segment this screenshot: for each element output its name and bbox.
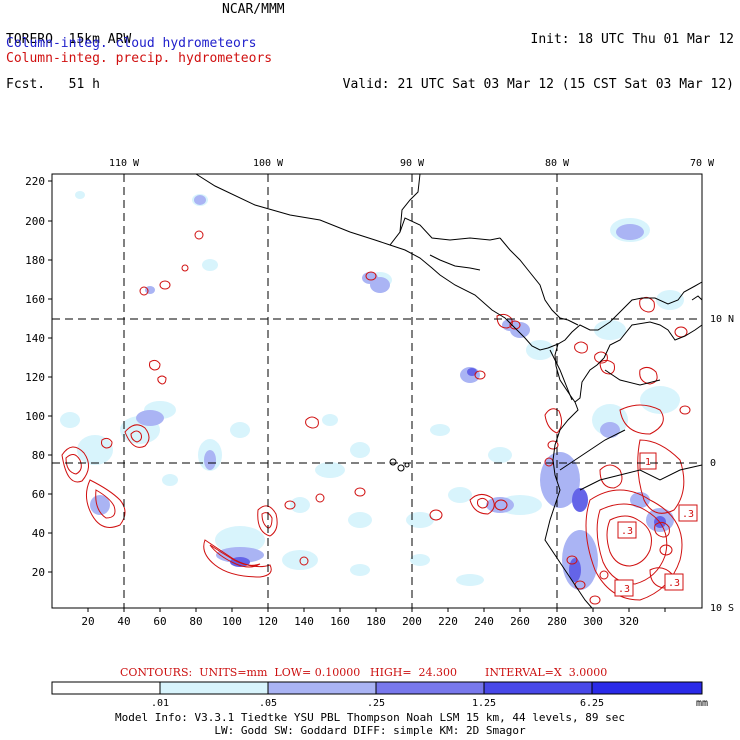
x-tick-label: 300 <box>583 615 603 628</box>
lon-label: 80 W <box>545 158 570 169</box>
colorbar-segment <box>267 681 377 695</box>
init-time: Init: 18 UTC Thu 01 Mar 12 <box>530 32 735 47</box>
lat-label: 10 S <box>710 603 734 614</box>
y-tick-label: 40 <box>32 527 45 540</box>
contour-box-label: .3 <box>614 579 634 597</box>
colorbar-level: .25 <box>367 698 385 709</box>
lat-labels: 10 N 0 10 S <box>710 314 734 614</box>
colorbar-level: 6.25 <box>580 698 604 709</box>
header-model-block: TORERO 15km ARW Fcst. 51 h <box>6 2 131 107</box>
colorbar: .01 .05 .25 1.25 6.25 mm <box>51 681 708 709</box>
x-tick-label: 220 <box>438 615 458 628</box>
contour-high: HIGH= 24.300 <box>370 666 458 679</box>
x-tick-label: 280 <box>547 615 567 628</box>
svg-text:.3: .3 <box>682 509 694 520</box>
contour-box-label: 1 <box>639 452 657 470</box>
valid-time: Valid: 21 UTC Sat 03 Mar 12 (15 CST Sat … <box>342 77 734 92</box>
colorbar-segment <box>591 681 703 695</box>
precip-contours <box>61 230 691 605</box>
colorbar-segment <box>51 681 161 695</box>
contour-units: CONTOURS: UNITS=mm LOW= 0.10000 <box>120 666 361 679</box>
y-tick-label: 180 <box>25 254 45 267</box>
axis-ticks <box>48 180 666 612</box>
y-tick-label: 140 <box>25 332 45 345</box>
lat-label: 10 N <box>710 314 734 325</box>
y-tick-label: 220 <box>25 175 45 188</box>
cloud-shading <box>60 191 684 590</box>
model-info-line1: Model Info: V3.3.1 Tiedtke YSU PBL Thomp… <box>115 711 625 724</box>
y-tick-label: 200 <box>25 215 45 228</box>
colorbar-level: .01 <box>151 698 169 709</box>
lon-label: 70 W <box>690 158 715 169</box>
cloud-field-label: Column-integ. cloud hydrometeors <box>6 36 257 51</box>
colorbar-level: .05 <box>259 698 277 709</box>
x-tick-label: 260 <box>510 615 530 628</box>
svg-text:1: 1 <box>645 457 651 468</box>
model-title: TORERO 15km ARW <box>6 32 132 47</box>
contour-box-label: .3 <box>617 521 637 539</box>
map-frame <box>51 173 703 609</box>
contour-interval: INTERVAL=X 3.0000 <box>485 666 608 679</box>
lon-labels: 110 W 100 W 90 W 80 W 70 W <box>109 158 715 169</box>
x-tick-label: 140 <box>294 615 314 628</box>
y-axis-labels: 220 200 180 160 140 120 100 80 60 40 20 <box>25 175 45 579</box>
lat-lon-grid <box>52 174 702 608</box>
precip-field-label: Column-integ. precip. hydrometeors <box>6 51 273 66</box>
x-tick-label: 80 <box>189 615 202 628</box>
x-tick-label: 240 <box>474 615 494 628</box>
x-axis-labels: 20 40 60 80 100 120 140 160 180 200 220 … <box>81 615 639 628</box>
x-tick-label: 200 <box>402 615 422 628</box>
lon-label: 90 W <box>400 158 425 169</box>
colorbar-segment <box>375 681 485 695</box>
colorbar-segment <box>483 681 593 695</box>
x-tick-label: 120 <box>258 615 278 628</box>
coastlines <box>195 173 703 609</box>
colorbar-level: 1.25 <box>472 698 496 709</box>
contour-value-boxes: .3 .3 1 .3 .3 <box>614 452 698 597</box>
x-tick-label: 160 <box>330 615 350 628</box>
header-time-block: Init: 18 UTC Thu 01 Mar 12 Valid: 21 UTC… <box>343 2 734 107</box>
contour-box-label: .3 <box>678 504 698 522</box>
model-info-line2: LW: Godd SW: Goddard DIFF: simple KM: 2D… <box>214 724 526 737</box>
y-tick-label: 80 <box>32 449 45 462</box>
y-tick-label: 20 <box>32 566 45 579</box>
x-tick-label: 60 <box>153 615 166 628</box>
lon-label: 110 W <box>109 158 140 169</box>
lat-label: 0 <box>710 458 716 469</box>
forecast-hour: Fcst. 51 h <box>6 77 100 92</box>
colorbar-segment <box>159 681 269 695</box>
y-tick-label: 160 <box>25 293 45 306</box>
center-title: NCAR/MMM <box>222 2 285 17</box>
svg-text:.3: .3 <box>668 578 680 589</box>
colorbar-unit: mm <box>696 698 708 709</box>
x-tick-label: 40 <box>117 615 130 628</box>
y-tick-label: 100 <box>25 410 45 423</box>
x-tick-label: 180 <box>366 615 386 628</box>
y-tick-label: 60 <box>32 488 45 501</box>
svg-text:.3: .3 <box>618 584 630 595</box>
lon-label: 100 W <box>253 158 284 169</box>
x-tick-label: 100 <box>222 615 242 628</box>
x-tick-label: 20 <box>81 615 94 628</box>
svg-text:.3: .3 <box>621 526 633 537</box>
contour-box-label: .3 <box>664 573 684 591</box>
x-tick-label: 320 <box>619 615 639 628</box>
y-tick-label: 120 <box>25 371 45 384</box>
